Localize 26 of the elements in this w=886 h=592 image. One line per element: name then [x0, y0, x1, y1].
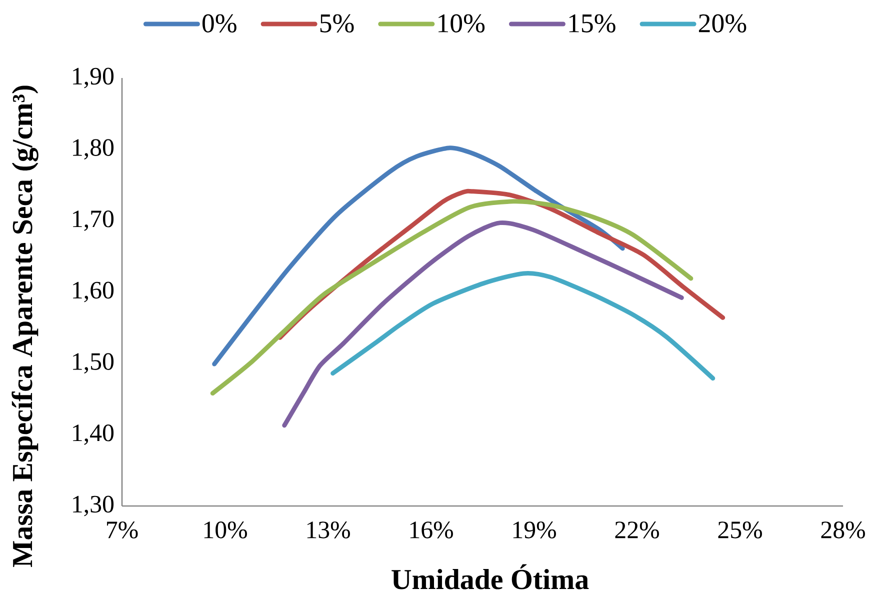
x-tick-label: 28% — [821, 522, 865, 538]
x-tick-label: 13% — [307, 522, 350, 538]
y-tick-label: 1,50 — [73, 353, 114, 374]
line-series — [210, 199, 694, 396]
legend-label: 0% — [202, 14, 236, 33]
y-tick-label: 1,60 — [73, 282, 114, 302]
legend-label: 10% — [438, 14, 485, 33]
x-tick-label: 19% — [513, 522, 556, 538]
x-tick-label: 22% — [615, 522, 659, 538]
legend-label: 5% — [320, 14, 354, 33]
x-tick-label: 16% — [410, 522, 453, 538]
y-tick-label: 1,70 — [73, 210, 114, 231]
y-tick-label: 1,90 — [73, 68, 114, 88]
y-tick-label: 1,40 — [73, 424, 114, 445]
legend-label: 20% — [698, 14, 746, 33]
line-series — [212, 146, 625, 366]
x-tick-label: 7% — [107, 522, 138, 538]
x-axis-title: Umidade Ótima — [392, 564, 589, 590]
line-series — [330, 271, 716, 381]
y-axis-title: Massa Específca Aparente Seca (g/cm³) — [12, 86, 38, 568]
y-tick-label: 1,80 — [73, 139, 114, 160]
line-series — [282, 220, 684, 428]
legend-label: 15% — [569, 14, 616, 33]
x-tick-label: 25% — [718, 522, 762, 538]
y-tick-label: 1,30 — [73, 496, 114, 516]
x-tick-label: 10% — [204, 522, 247, 538]
